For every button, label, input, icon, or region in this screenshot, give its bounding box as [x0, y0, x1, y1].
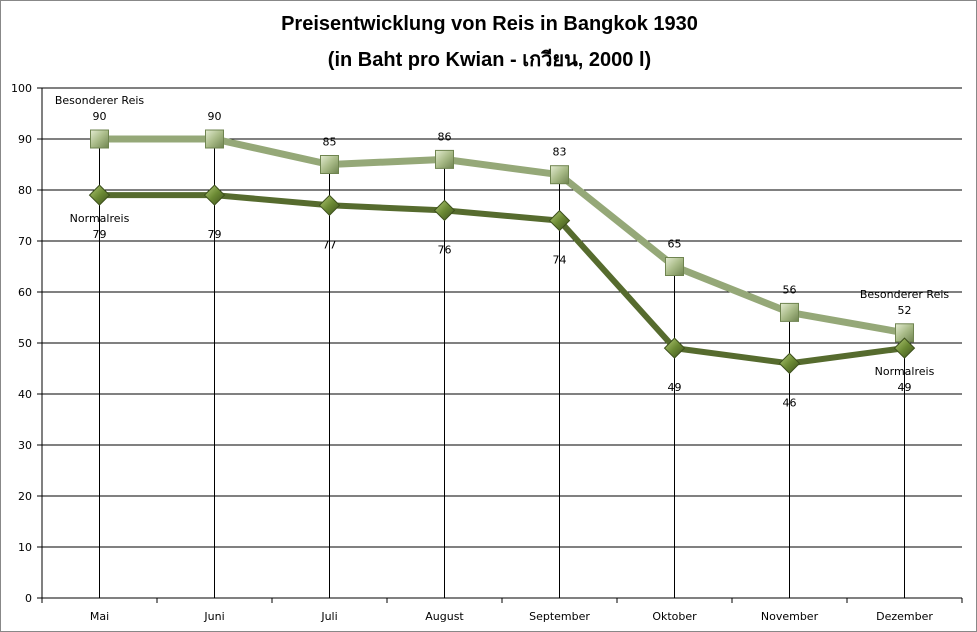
series-line-0	[99, 135, 906, 337]
x-tick-label: Juni	[203, 610, 224, 623]
chart-subtitle: (in Baht pro Kwian - เกวียน, 2000 l)	[327, 49, 652, 71]
x-tick-label: Mai	[90, 610, 109, 623]
data-label: 76	[438, 243, 452, 256]
data-label: 83	[553, 146, 567, 159]
data-label: 79	[93, 228, 107, 241]
marker-diamond	[433, 199, 456, 222]
y-tick-label: 40	[18, 388, 32, 401]
y-tick-label: 0	[25, 592, 32, 605]
series-label: Normalreis	[875, 365, 935, 378]
data-label: 65	[668, 238, 682, 251]
marker-square	[780, 302, 799, 322]
data-label: 56	[783, 283, 797, 296]
data-label: 52	[898, 304, 912, 317]
marker-diamond	[548, 209, 571, 232]
y-tick-label: 20	[18, 490, 32, 503]
data-label: 77	[323, 238, 337, 251]
marker-square	[550, 165, 569, 185]
y-tick-label: 100	[11, 82, 32, 95]
x-tick-label: August	[425, 610, 464, 623]
data-label: 79	[208, 228, 222, 241]
marker-diamond	[893, 337, 916, 359]
marker-square	[320, 155, 339, 174]
data-label: 46	[783, 396, 797, 409]
y-tick-label: 80	[18, 184, 32, 197]
data-label: 49	[898, 381, 912, 394]
marker-square	[665, 257, 684, 276]
y-tick-label: 60	[18, 286, 32, 299]
marker-diamond	[88, 184, 111, 206]
series-label: Besonderer Reis	[860, 288, 950, 301]
y-tick-label: 30	[18, 439, 32, 452]
marker-diamond	[318, 194, 341, 217]
marker-diamond	[778, 352, 801, 375]
series-line-1	[99, 192, 905, 367]
marker-square	[205, 129, 224, 149]
data-label: 90	[208, 110, 222, 123]
x-tick-label: November	[761, 610, 819, 623]
y-tick-label: 70	[18, 235, 32, 248]
x-tick-label: Oktober	[652, 610, 697, 623]
y-tick-label: 90	[18, 133, 32, 146]
x-tick-label: September	[529, 610, 590, 623]
data-label: 74	[553, 254, 567, 267]
y-tick-label: 10	[18, 541, 32, 554]
marker-diamond	[203, 184, 226, 206]
marker-square	[435, 149, 454, 169]
data-label: 90	[93, 110, 107, 123]
data-label: 86	[438, 130, 452, 143]
data-label: 85	[323, 136, 337, 149]
series-label: Besonderer Reis	[55, 94, 145, 107]
series-label: Normalreis	[70, 212, 130, 225]
data-label: 49	[668, 381, 682, 394]
y-tick-label: 50	[18, 337, 32, 350]
marker-diamond	[663, 337, 686, 359]
x-tick-label: Juli	[320, 610, 337, 623]
x-tick-label: Dezember	[876, 610, 933, 623]
chart-title: Preisentwicklung von Reis in Bangkok 193…	[281, 13, 698, 35]
marker-square	[90, 129, 109, 149]
